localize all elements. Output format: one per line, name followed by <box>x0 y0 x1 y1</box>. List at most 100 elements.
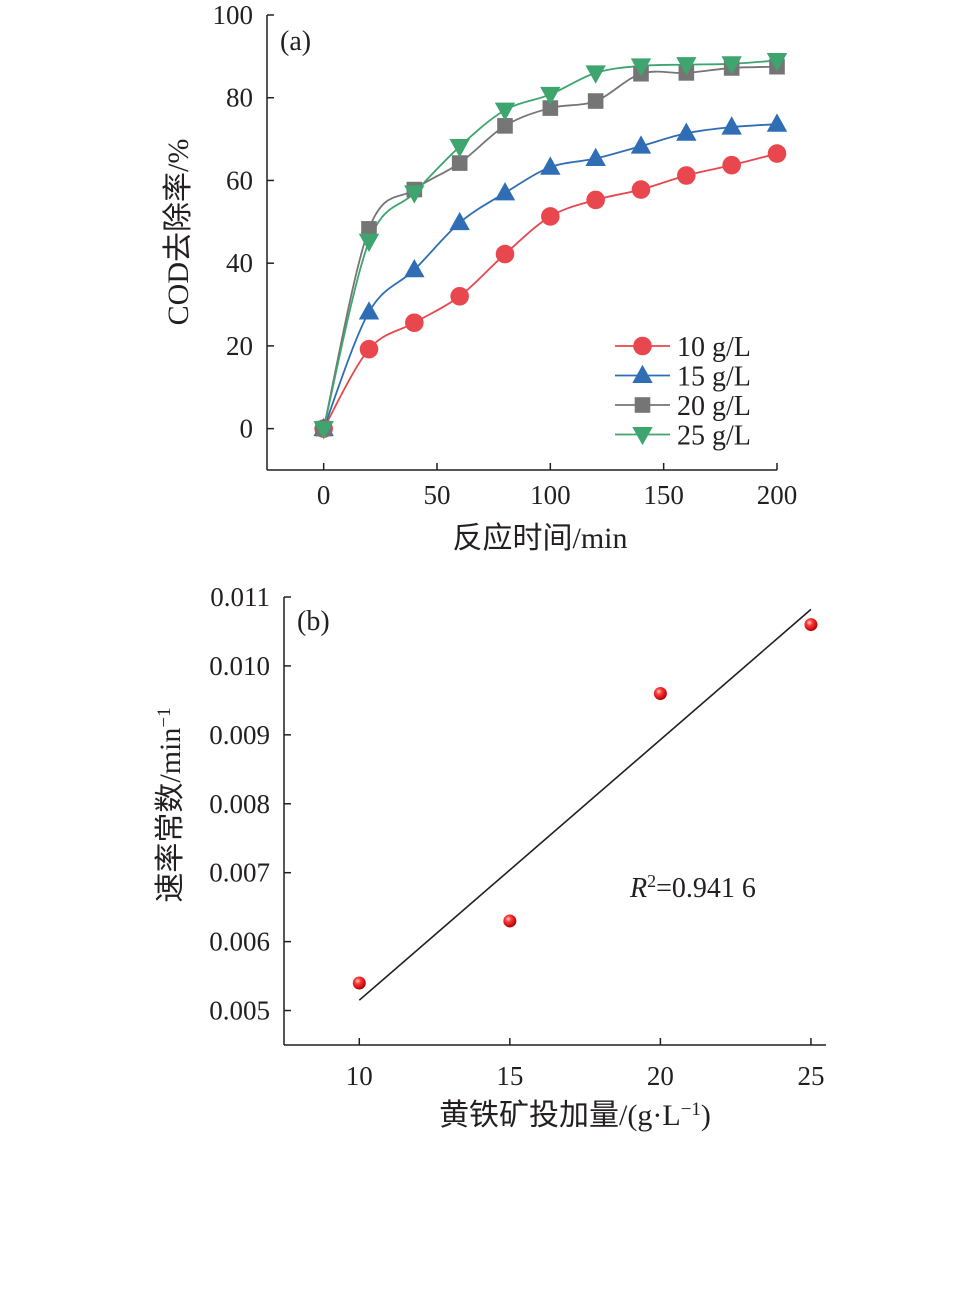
chart-b-x-axis-title-end: ) <box>701 1099 711 1132</box>
chart-b-regression-line <box>358 608 812 1001</box>
chart-b-y-tick-label: 0.009 <box>209 720 270 750</box>
chart-a-point-s3-1 <box>361 221 377 237</box>
chart-a-point-s3-6 <box>587 93 604 109</box>
chart-a-point-s4-8 <box>676 57 697 76</box>
chart-b-x-tick-label: 25 <box>797 1061 824 1091</box>
chart-a-point-s1-7 <box>631 180 651 199</box>
r2-value: =0.941 6 <box>656 873 756 904</box>
chart-b-x-ticks: 10 15 20 25 <box>346 1038 824 1091</box>
chart-b-x-tick-label: 20 <box>647 1061 674 1091</box>
chart-a-point-s2-1 <box>358 301 380 320</box>
chart-a-legend-label: 20 g/L <box>677 391 751 422</box>
chart-a-x-tick-label: 200 <box>757 480 798 510</box>
chart-b-y-tick-label: 0.008 <box>209 789 270 819</box>
chart-a-point-s4-1 <box>358 233 380 253</box>
chart-b-r2-annotation: R2=0.941 6 <box>629 871 756 904</box>
chart-a-point-s4-5 <box>540 86 561 106</box>
chart-a-panel-label: (a) <box>280 26 311 57</box>
chart-a-point-s3-3 <box>451 155 468 171</box>
chart-a-y-tick-label: 60 <box>226 165 253 195</box>
chart-a-point-s1-2 <box>405 313 424 333</box>
chart-a-point-s4-2 <box>404 185 425 204</box>
r2-superscript: 2 <box>647 871 656 891</box>
chart-a-point-s1-10 <box>767 144 787 163</box>
chart-a-point-s4-3 <box>449 139 470 158</box>
chart-a: 0 50 100 150 200 0 20 40 60 80 100 (a) 反应时间/min C… <box>162 0 797 555</box>
chart-a-point-s1-1 <box>359 339 379 359</box>
chart-a-point-s4-6 <box>585 65 606 84</box>
chart-a-point-s3-4 <box>497 118 513 134</box>
chart-a-point-s1-8 <box>677 166 696 185</box>
chart-a-x-tick-label: 0 <box>317 480 331 510</box>
chart-b-x-axis-title-sup: −1 <box>681 1099 701 1120</box>
chart-b-y-tick-label: 0.007 <box>209 858 270 888</box>
chart-a-point-s2-3 <box>449 211 470 231</box>
chart-a-point-s2-5 <box>540 156 561 175</box>
chart-b-axes <box>283 597 826 1046</box>
chart-b-point-1 <box>503 914 517 928</box>
chart-b-fit-line <box>358 608 812 1001</box>
chart-a-legend-marker <box>633 336 652 356</box>
chart-a-y-tick-label: 0 <box>240 414 254 444</box>
chart-b: 10 15 20 25 0.0050.0060.0070.0080.0090.0100… <box>154 582 826 1133</box>
chart-a-legend-marker <box>634 397 651 413</box>
chart-b-x-tick-label: 15 <box>496 1061 523 1091</box>
chart-a-point-s4-4 <box>494 102 516 121</box>
chart-a-x-axis-title: 反应时间/min <box>452 522 627 555</box>
chart-a-legend-label: 25 g/L <box>677 421 751 452</box>
chart-a-point-s1-9 <box>722 155 741 175</box>
chart-a-point-s1-5 <box>541 207 560 226</box>
chart-b-y-tick-label: 0.005 <box>209 996 270 1026</box>
chart-a-legend-marker <box>632 364 653 383</box>
chart-a-point-s2-6 <box>585 147 606 167</box>
chart-b-y-tick-label: 0.006 <box>209 927 270 957</box>
chart-a-y-tick-label: 40 <box>226 248 253 278</box>
chart-b-x-tick-label: 10 <box>346 1061 373 1091</box>
chart-b-y-axis-title: 速率常数/min−1 <box>154 707 188 902</box>
chart-a-axes <box>266 15 777 471</box>
chart-a-point-s4-9 <box>721 56 742 75</box>
chart-a-y-tick-label: 80 <box>226 83 253 113</box>
chart-a-legend-label: 15 g/L <box>677 362 751 393</box>
chart-b-point-0 <box>352 976 366 990</box>
chart-a-legend: 10 g/L15 g/L20 g/L25 g/L <box>615 332 751 452</box>
chart-b-y-ticks: 0.005 0.006 0.007 0.008 0.009 0.010 0.011 <box>209 582 291 1026</box>
chart-a-y-ticks: 0 20 40 60 80 100 <box>213 0 274 444</box>
chart-a-line-2 <box>322 123 778 429</box>
chart-a-x-tick-label: 150 <box>643 480 684 510</box>
chart-a-point-s2-9 <box>721 116 742 135</box>
chart-a-point-s1-6 <box>586 190 605 210</box>
chart-a-point-s4-0 <box>313 421 334 440</box>
chart-a-y-tick-label: 100 <box>213 0 254 30</box>
chart-b-points <box>352 618 818 990</box>
r2-italic-r: R <box>629 873 647 904</box>
chart-a-point-s2-10 <box>766 113 788 132</box>
chart-a-point-s1-4 <box>495 244 515 264</box>
chart-a-legend-label: 10 g/L <box>677 332 751 363</box>
chart-a-x-ticks: 0 50 100 150 200 <box>317 463 797 510</box>
chart-a-point-s4-10 <box>766 53 788 72</box>
chart-a-point-s2-4 <box>494 182 516 201</box>
chart-b-y-axis-title-main: 速率常数/min <box>154 728 187 903</box>
chart-b-point-2 <box>653 686 667 700</box>
chart-b-point-3 <box>804 618 818 632</box>
chart-a-y-axis-title: COD去除率/% <box>162 139 195 326</box>
chart-a-point-s2-8 <box>676 122 697 141</box>
chart-a-x-tick-label: 100 <box>530 480 571 510</box>
chart-b-y-axis-title-sup: −1 <box>154 707 175 727</box>
chart-b-x-axis-title-main: 黄铁矿投加量/(g·L <box>439 1099 681 1132</box>
chart-b-y-tick-label: 0.011 <box>210 582 270 612</box>
chart-a-point-s3-5 <box>542 100 559 116</box>
chart-b-panel-label: (b) <box>297 606 330 637</box>
chart-a-point-s2-2 <box>404 259 425 278</box>
chart-b-x-axis-title: 黄铁矿投加量/(g·L−1) <box>439 1099 711 1133</box>
chart-a-markers <box>313 53 788 440</box>
chart-b-y-tick-label: 0.010 <box>209 651 270 681</box>
chart-a-point-s2-7 <box>630 135 652 154</box>
chart-a-point-s4-7 <box>630 58 652 77</box>
chart-a-legend-marker <box>632 427 653 446</box>
chart-a-point-s1-3 <box>450 286 469 306</box>
chart-a-y-tick-label: 20 <box>226 331 253 361</box>
chart-a-x-tick-label: 50 <box>424 480 451 510</box>
